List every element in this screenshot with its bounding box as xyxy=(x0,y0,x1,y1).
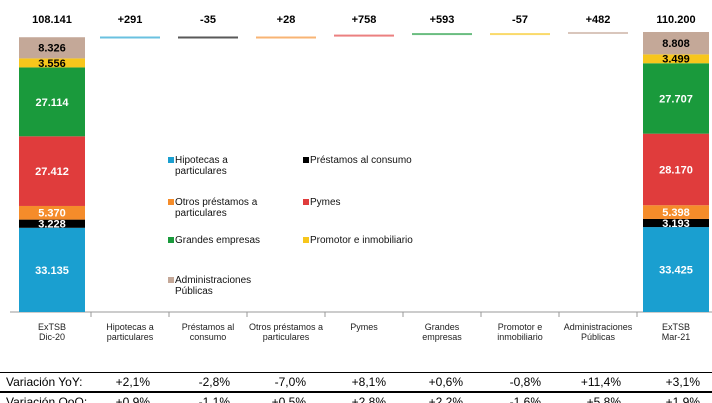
table-row: Variación YoY: +2,1% -2,8% -7,0% +8,1% +0,6% -… xyxy=(0,372,712,392)
legend-swatch xyxy=(303,237,309,243)
legend-swatch xyxy=(303,199,309,205)
table-cell: +1,9% xyxy=(665,395,700,403)
table-cell: +2,2% xyxy=(428,395,463,403)
delta-bar xyxy=(412,33,472,36)
x-tick-label: ExTSB Dic-20 xyxy=(37,322,66,342)
table-cell: +8,1% xyxy=(351,375,386,389)
segment-label: 33.135 xyxy=(35,265,69,277)
table-cell: -0,8% xyxy=(509,375,541,389)
delta-bar xyxy=(178,36,238,39)
bar-segment xyxy=(643,54,709,64)
x-tick-label: ExTSB Mar-21 xyxy=(661,322,691,342)
segment-label: 27.412 xyxy=(35,166,69,178)
delta-bar xyxy=(100,36,160,39)
delta-label: +758 xyxy=(352,14,377,26)
bar-segment xyxy=(643,205,709,219)
x-tick-label: Hipotecas a particulares xyxy=(106,322,154,342)
delta-bar xyxy=(256,36,316,39)
segment-label: 5.370 xyxy=(38,208,66,220)
segment-label: 3.556 xyxy=(38,58,66,70)
segment-label: 8.808 xyxy=(662,38,690,50)
table-cell: -7,0% xyxy=(274,375,306,389)
row-label: Variación YoY: xyxy=(6,375,83,389)
table-cell: +0,5% xyxy=(271,395,306,403)
table-cell: +2,8% xyxy=(351,395,386,403)
table-cell: -2,8% xyxy=(198,375,230,389)
bar-segment xyxy=(19,37,85,59)
delta-bar xyxy=(490,33,550,36)
delta-label: -57 xyxy=(512,14,528,26)
total-label: 110.200 xyxy=(656,14,695,26)
legend-entry: Promotor e inmobiliario xyxy=(303,235,430,246)
legend-entry: Otros préstamos a particulares xyxy=(168,197,263,219)
segment-label: 3.228 xyxy=(38,219,66,231)
bar-segment xyxy=(19,136,85,206)
legend-entry: Grandes empresas xyxy=(168,235,263,246)
table-cell: +5,8% xyxy=(586,395,621,403)
table-cell: -1,6% xyxy=(509,395,541,403)
delta-bar xyxy=(334,34,394,37)
delta-bar xyxy=(568,31,628,34)
legend-swatch xyxy=(168,237,174,243)
x-tick-label: Promotor e inmobiliario xyxy=(497,322,543,342)
bar-segment xyxy=(643,63,709,134)
x-tick-label: Préstamos al consumo xyxy=(181,322,235,342)
bar-segment xyxy=(19,205,85,220)
legend-entry: Préstamos al consumo xyxy=(303,155,430,166)
legend-entry: Hipotecas a particulares xyxy=(168,155,263,177)
bar-segment xyxy=(19,219,85,228)
delta-label: +291 xyxy=(118,14,143,26)
legend-swatch xyxy=(303,157,309,163)
segment-label: 27.707 xyxy=(659,93,693,105)
legend-swatch xyxy=(168,157,174,163)
segment-label: 8.326 xyxy=(38,43,66,55)
bar-segment xyxy=(643,32,709,55)
bar-segment xyxy=(19,58,85,68)
table-cell: +3,1% xyxy=(665,375,700,389)
delta-label: +28 xyxy=(277,14,296,26)
table-row: Variación QoQ: +0,9% -1,1% +0,5% +2,8% +2,2% -… xyxy=(0,392,712,403)
table-cell: -1,1% xyxy=(198,395,230,403)
x-tick-label: Otros préstamos a particulares xyxy=(248,322,324,342)
segment-label: 3.499 xyxy=(662,54,690,66)
table-cell: +2,1% xyxy=(115,375,150,389)
legend-swatch xyxy=(168,199,174,205)
table-cell: +0,9% xyxy=(115,395,150,403)
bar-segment xyxy=(643,227,709,312)
delta-label: -35 xyxy=(200,14,216,26)
bar-segment xyxy=(19,67,85,137)
segment-label: 3.193 xyxy=(662,218,690,230)
bar-segment xyxy=(643,218,709,228)
bar-segment xyxy=(19,227,85,312)
delta-label: +482 xyxy=(586,14,611,26)
x-tick-label: Grandes empresas xyxy=(422,322,462,342)
segment-label: 28.170 xyxy=(659,164,693,176)
legend-entry: Pymes xyxy=(303,197,430,208)
x-tick-label: Administraciones Públicas xyxy=(563,322,633,342)
delta-label: +593 xyxy=(430,14,455,26)
table-cell: +11,4% xyxy=(580,375,621,389)
segment-label: 27.114 xyxy=(35,97,69,109)
x-tick-label: Pymes xyxy=(350,322,378,332)
table-cell: +0,6% xyxy=(428,375,463,389)
segment-label: 5.398 xyxy=(662,207,690,219)
row-label: Variación QoQ: xyxy=(6,395,88,403)
bar-segment xyxy=(643,133,709,206)
total-label: 108.141 xyxy=(32,14,72,26)
legend-swatch xyxy=(168,277,174,283)
segment-label: 33.425 xyxy=(659,264,693,276)
legend-entry: Administraciones Públicas xyxy=(168,275,263,297)
